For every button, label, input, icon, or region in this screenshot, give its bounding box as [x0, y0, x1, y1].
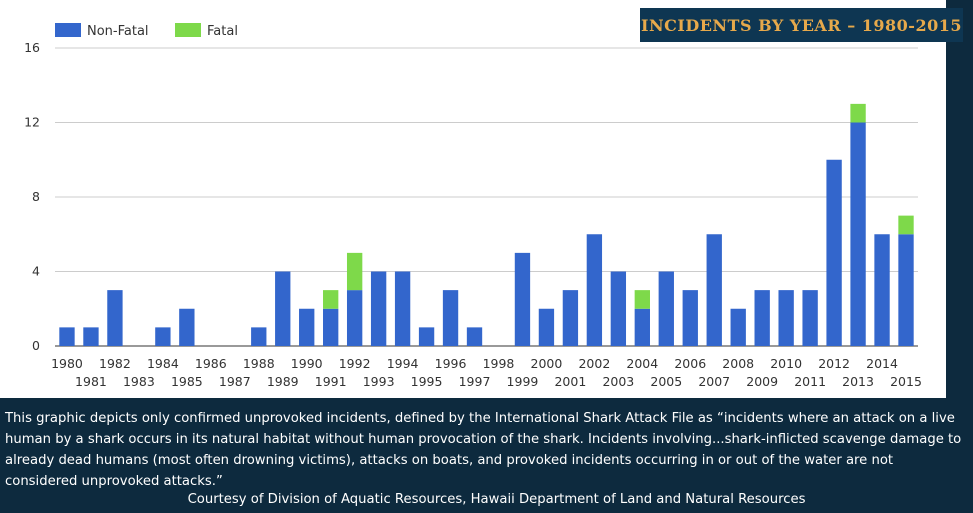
bar-non-fatal-2011[interactable]: [802, 290, 818, 346]
bar-fatal-1991[interactable]: [323, 290, 339, 309]
bar-non-fatal-2001[interactable]: [562, 290, 579, 346]
chart-title: INCIDENTS BY YEAR – 1980-2015: [640, 8, 963, 42]
legend-swatch: [55, 23, 81, 37]
bar-non-fatal-1980[interactable]: [59, 327, 75, 346]
bar-non-fatal-1997[interactable]: [466, 327, 483, 346]
y-tick-label: 12: [24, 115, 40, 130]
bar-non-fatal-2000[interactable]: [538, 308, 555, 346]
x-tick-label: 2015: [890, 374, 922, 389]
bar-non-fatal-1996[interactable]: [442, 290, 459, 346]
x-tick-label: 1989: [267, 374, 299, 389]
x-tick-label: 2002: [578, 356, 610, 371]
x-tick-label: 2003: [602, 374, 634, 389]
x-tick-label: 2000: [531, 356, 563, 371]
x-tick-label: 2012: [818, 356, 850, 371]
bar-non-fatal-2004[interactable]: [634, 308, 650, 346]
x-tick-label: 2010: [770, 356, 802, 371]
x-tick-label: 1988: [243, 356, 275, 371]
bar-non-fatal-1985[interactable]: [179, 308, 195, 346]
bar-non-fatal-2007[interactable]: [706, 234, 722, 346]
bar-non-fatal-2005[interactable]: [658, 271, 674, 347]
bar-non-fatal-1999[interactable]: [514, 252, 531, 346]
x-tick-label: 2004: [626, 356, 658, 371]
x-tick-label: 1986: [195, 356, 227, 371]
x-tick-label: 2008: [722, 356, 754, 371]
x-tick-label: 1997: [459, 374, 491, 389]
bar-non-fatal-2014[interactable]: [874, 234, 890, 346]
legend-label: Fatal: [207, 24, 238, 39]
bar-fatal-1992[interactable]: [346, 252, 363, 291]
x-tick-label: 1981: [75, 374, 107, 389]
legend-item-non-fatal[interactable]: Non-Fatal: [55, 23, 149, 39]
bar-non-fatal-2009[interactable]: [754, 290, 770, 346]
x-tick-label: 1999: [507, 374, 539, 389]
bar-non-fatal-1995[interactable]: [418, 327, 435, 346]
x-tick-label: 1994: [387, 356, 419, 371]
legend[interactable]: Non-Fatal Fatal: [55, 23, 238, 39]
x-tick-label: 1985: [171, 374, 203, 389]
bar-non-fatal-1984[interactable]: [155, 327, 171, 346]
x-tick-label: 1990: [291, 356, 323, 371]
x-tick-label: 1992: [339, 356, 371, 371]
bar-non-fatal-1991[interactable]: [323, 308, 339, 346]
x-tick-label: 1980: [51, 356, 83, 371]
bar-non-fatal-1988[interactable]: [251, 327, 267, 346]
bar-non-fatal-1981[interactable]: [83, 327, 99, 346]
x-tick-label: 2007: [698, 374, 730, 389]
y-axis-ticks: 0 4 8 12 16: [24, 40, 40, 353]
x-tick-label: 1998: [483, 356, 515, 371]
legend-label: Non-Fatal: [87, 24, 149, 39]
bar-fatal-2013[interactable]: [850, 103, 866, 123]
x-axis-ticks: 1980 1981 1982 1983 1984 1985 1986 1987 1988 1989…: [51, 356, 922, 389]
bar-non-fatal-1989[interactable]: [275, 271, 291, 347]
x-tick-label: 1995: [411, 374, 443, 389]
x-tick-label: 2006: [674, 356, 706, 371]
chart-panel: 0 4 8 12 16 1980 1981 1982 1983 1984 1985 1986 1987…: [0, 0, 946, 398]
bar-non-fatal-1982[interactable]: [107, 290, 123, 346]
x-tick-label: 1993: [363, 374, 395, 389]
x-tick-label: 2013: [842, 374, 874, 389]
y-tick-label: 8: [32, 189, 40, 204]
caption-text: This graphic depicts only confirmed unpr…: [5, 411, 962, 489]
bar-non-fatal-2015[interactable]: [898, 234, 914, 346]
gridlines: [55, 47, 918, 347]
bar-fatal-2004[interactable]: [634, 290, 650, 309]
x-tick-label: 1982: [99, 356, 131, 371]
x-tick-label: 1984: [147, 356, 179, 371]
y-tick-label: 0: [32, 338, 40, 353]
bar-non-fatal-1994[interactable]: [394, 271, 411, 347]
bar-non-fatal-1992[interactable]: [346, 290, 363, 346]
x-tick-label: 1983: [123, 374, 155, 389]
bar-non-fatal-2002[interactable]: [586, 234, 603, 346]
legend-item-fatal[interactable]: Fatal: [175, 23, 238, 39]
y-tick-label: 4: [32, 264, 40, 279]
x-tick-label: 1996: [435, 356, 467, 371]
courtesy-credit: Courtesy of Division of Aquatic Resource…: [187, 492, 806, 507]
bar-non-fatal-2010[interactable]: [778, 290, 794, 346]
bar-non-fatal-1990[interactable]: [299, 308, 315, 346]
x-tick-label: 2014: [866, 356, 898, 371]
bar-non-fatal-2013[interactable]: [850, 122, 866, 347]
x-tick-label: 2009: [746, 374, 778, 389]
bar-non-fatal-2012[interactable]: [826, 159, 842, 346]
bar-fatal-2015[interactable]: [898, 215, 914, 235]
x-tick-label: 1987: [219, 374, 251, 389]
bar-non-fatal-2006[interactable]: [682, 290, 698, 346]
y-tick-label: 16: [24, 40, 40, 55]
bar-non-fatal-2003[interactable]: [610, 271, 627, 347]
x-tick-label: 2001: [554, 374, 586, 389]
legend-swatch: [175, 23, 201, 37]
bars: [59, 103, 914, 347]
x-tick-label: 2005: [650, 374, 682, 389]
bar-non-fatal-2008[interactable]: [730, 308, 746, 346]
x-tick-label: 2011: [794, 374, 826, 389]
bar-non-fatal-1993[interactable]: [370, 271, 387, 347]
stacked-bar-chart: 0 4 8 12 16 1980 1981 1982 1983 1984 1985 1986 1987…: [24, 23, 922, 389]
x-tick-label: 1991: [315, 374, 347, 389]
